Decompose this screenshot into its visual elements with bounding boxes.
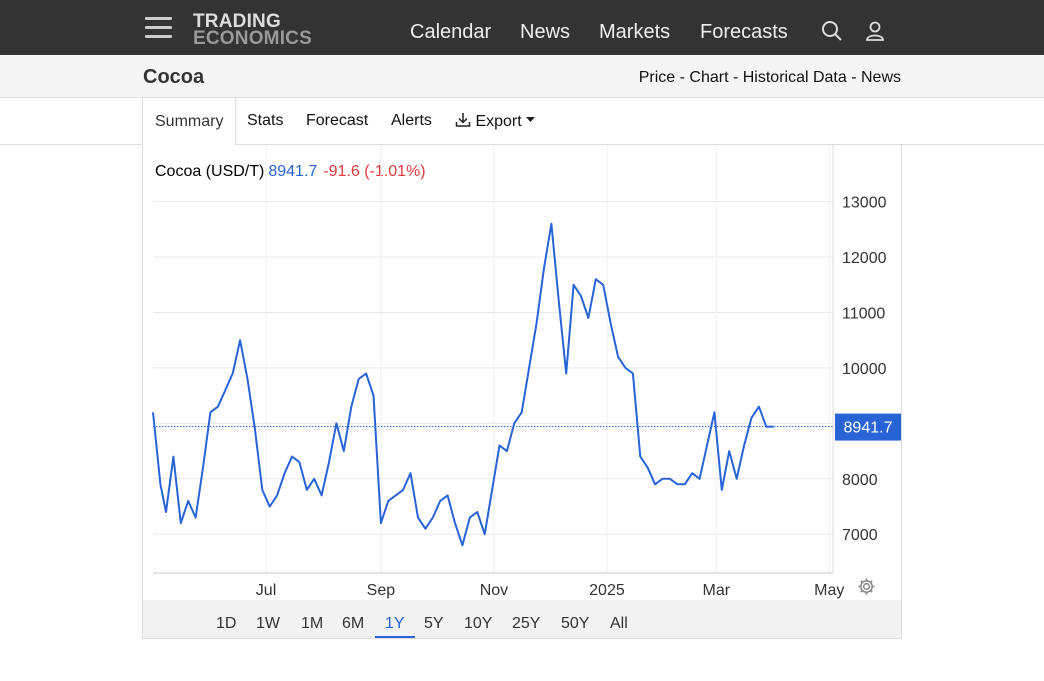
- nav-calendar[interactable]: Calendar: [410, 21, 492, 43]
- sub-links: Price - Chart - Historical Data - News: [639, 69, 901, 87]
- x-tick-label: Sep: [367, 582, 396, 599]
- sub-header: Cocoa Price - Chart - Historical Data - …: [0, 55, 1044, 98]
- y-tick-label: 11000: [842, 305, 885, 322]
- last-value-badge: [835, 413, 901, 441]
- download-icon: [455, 113, 471, 127]
- range-6m[interactable]: 6M: [342, 615, 365, 632]
- user-icon[interactable]: [864, 20, 886, 42]
- x-tick-label: Nov: [480, 582, 508, 599]
- range-1w[interactable]: 1W: [256, 615, 280, 632]
- y-tick-label: 8000: [842, 472, 878, 489]
- last-value-badge-label: 8941.7: [844, 420, 893, 437]
- chart-panel: [142, 145, 902, 639]
- range-selector: [143, 600, 901, 638]
- chart-last-value: 8941.7: [268, 163, 318, 180]
- range-active-indicator: [375, 636, 415, 638]
- link-separator: -: [846, 69, 861, 86]
- site-logo[interactable]: TRADING ECONOMICS: [193, 11, 312, 49]
- tab-summary[interactable]: Summary: [142, 98, 236, 145]
- chart-series-label: Cocoa (USD/T): [155, 163, 265, 180]
- range-1d[interactable]: 1D: [216, 615, 237, 632]
- nav-forecasts[interactable]: Forecasts: [700, 21, 788, 43]
- caret-down-icon: [526, 117, 536, 122]
- range-1m[interactable]: 1M: [301, 615, 324, 632]
- y-tick-label: 13000: [842, 195, 887, 212]
- range-50y[interactable]: 50Y: [561, 615, 590, 632]
- y-tick-label: 7000: [842, 527, 878, 544]
- chart-header: Cocoa (USD/T) 8941.7 -91.6 (-1.01%): [155, 163, 426, 181]
- link-price[interactable]: Price: [638, 69, 676, 86]
- link-chart[interactable]: Chart: [689, 69, 729, 86]
- x-tick-label: 2025: [589, 582, 625, 599]
- range-25y[interactable]: 25Y: [512, 615, 541, 632]
- gear-icon[interactable]: [857, 577, 876, 596]
- y-tick-label: 12000: [842, 250, 887, 267]
- search-icon[interactable]: [821, 20, 843, 42]
- logo-line-1: TRADING: [193, 11, 281, 32]
- tab-stats[interactable]: Stats: [247, 112, 284, 129]
- link-historical-data[interactable]: Historical Data: [742, 69, 847, 86]
- x-tick-label: Mar: [702, 582, 730, 599]
- range-1y[interactable]: 1Y: [385, 615, 405, 632]
- tab-export-label: Export: [475, 113, 522, 130]
- price-series-line: [152, 222, 774, 547]
- range-5y[interactable]: 5Y: [424, 615, 444, 632]
- link-separator: -: [728, 69, 743, 86]
- top-navbar: TRADING ECONOMICS Calendar News Markets …: [0, 0, 1044, 55]
- tab-forecast[interactable]: Forecast: [306, 112, 369, 129]
- tab-export[interactable]: Export: [455, 112, 536, 131]
- chart-change: -91.6 (-1.01%): [323, 163, 426, 180]
- tab-alerts[interactable]: Alerts: [391, 112, 432, 129]
- link-news[interactable]: News: [860, 69, 901, 86]
- menu-icon[interactable]: [145, 17, 172, 39]
- nav-news[interactable]: News: [520, 21, 571, 43]
- x-tick-label: May: [814, 582, 844, 599]
- range-all[interactable]: All: [610, 615, 628, 632]
- logo-line-2: ECONOMICS: [193, 28, 312, 49]
- range-10y[interactable]: 10Y: [464, 615, 493, 632]
- page-title: Cocoa: [143, 66, 205, 88]
- tab-row: Summary Stats Forecast Alerts Export: [0, 98, 1044, 145]
- x-tick-label: Jul: [256, 582, 276, 599]
- nav-markets[interactable]: Markets: [599, 21, 671, 43]
- y-tick-label: 10000: [842, 361, 887, 378]
- link-separator: -: [675, 69, 690, 86]
- tab-summary-label: Summary: [155, 113, 224, 130]
